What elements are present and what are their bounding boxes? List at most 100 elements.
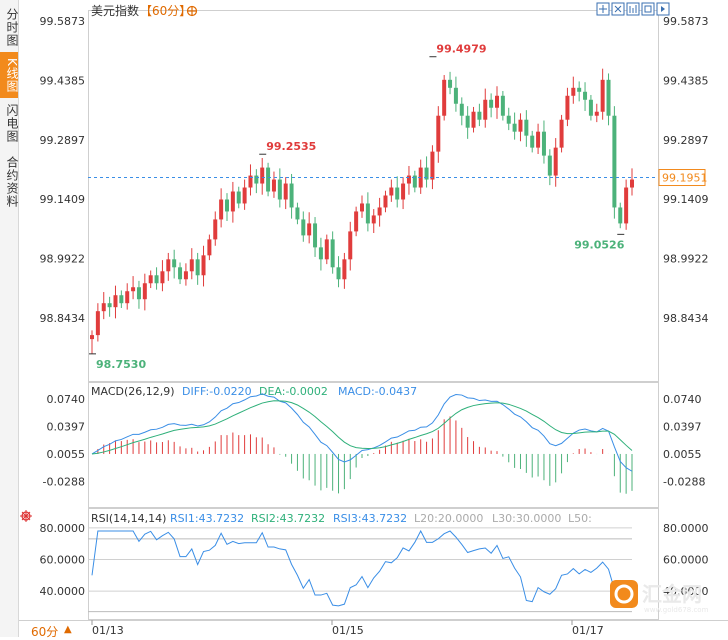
candle-body	[277, 179, 282, 200]
candle-body	[512, 123, 517, 132]
tab-contract-info[interactable]: 合约资料	[5, 156, 19, 208]
candle-body	[207, 239, 212, 256]
annotation-label: 99.2535	[266, 140, 316, 153]
period-label[interactable]: 【60分】	[140, 4, 191, 18]
tab-flash[interactable]: 闪电图	[5, 103, 19, 143]
macd-tick-left: -0.0288	[43, 476, 85, 489]
macd-tick-right: -0.0288	[663, 476, 705, 489]
macd-tick-right: 0.0055	[663, 448, 702, 461]
candle-body	[583, 91, 588, 100]
sidebar: 分时图 K线图 闪电图 合约资料	[0, 0, 19, 637]
tab-timeshare[interactable]: 分时图	[5, 7, 19, 47]
candle-body	[225, 199, 229, 212]
candle-body	[90, 335, 94, 340]
candle-body	[166, 259, 171, 272]
candle-body	[600, 79, 605, 112]
rsi-title: RSI(14,14,14)	[91, 512, 166, 525]
candle-body	[330, 239, 335, 268]
candle-body	[577, 87, 582, 92]
macd-diff-legend: DIFF:-0.0220	[182, 385, 252, 398]
candle-body	[442, 79, 447, 116]
caret-up-icon[interactable]: ▲	[64, 624, 72, 635]
next-icon[interactable]	[656, 2, 670, 16]
l50-legend: L50:	[568, 512, 592, 525]
tab-kline[interactable]: K线图	[0, 52, 19, 98]
rsi1-line	[91, 529, 633, 607]
candle-body	[436, 115, 441, 152]
candle-body	[266, 167, 271, 192]
candle-body	[172, 259, 177, 268]
candle-body	[313, 223, 318, 248]
rsi-tick-right: 60.0000	[663, 553, 709, 566]
macd-dea-legend: DEA:-0.0002	[259, 385, 328, 398]
candle-body	[489, 99, 494, 108]
rsi-tick-right: 40.0000	[663, 585, 709, 598]
candle-body	[406, 175, 411, 184]
macd-lines	[91, 393, 633, 472]
candle-body	[219, 199, 224, 220]
price-tick-right: 98.8434	[663, 312, 709, 325]
rsi-tick-right: 80.0000	[663, 522, 709, 535]
current-price-box	[658, 169, 706, 187]
macd-diff-line	[91, 393, 633, 472]
candle-body	[559, 119, 564, 148]
candle-body	[283, 183, 288, 200]
candle-body	[201, 255, 206, 276]
l30-legend: L30:30.0000	[492, 512, 561, 525]
price-tick-right: 98.9922	[663, 252, 709, 265]
chart-type-icon[interactable]	[626, 2, 640, 16]
candle-body	[113, 295, 118, 308]
macd-tick-left: 0.0055	[47, 448, 86, 461]
candle-body	[365, 203, 370, 224]
candle-body	[477, 111, 482, 120]
candle-body	[412, 175, 417, 188]
zoom-icon[interactable]	[611, 2, 625, 16]
current-price-line: 99.1951	[88, 169, 708, 187]
candle-body	[248, 175, 253, 188]
candle-body	[530, 135, 535, 148]
candle-body	[624, 187, 629, 224]
rsi-settings-icon[interactable]	[20, 510, 32, 522]
candle-body	[465, 115, 470, 128]
candle-body	[178, 267, 183, 280]
candle-body	[606, 79, 611, 116]
candle-body	[154, 275, 159, 284]
candle-body	[136, 287, 141, 300]
time-tick-label: 01/17	[572, 624, 604, 637]
bottom-period-label[interactable]: 60分	[31, 625, 59, 639]
candle-body	[588, 99, 593, 116]
macd-tick-right: 0.0740	[663, 393, 702, 406]
candle-body	[536, 131, 541, 148]
candle-body	[354, 211, 359, 232]
candle-body	[213, 219, 218, 240]
candle-body	[271, 179, 276, 192]
candle-body	[371, 215, 376, 224]
macd-title: MACD(26,12,9)	[91, 385, 175, 398]
annotation-label: 98.7530	[96, 358, 146, 371]
time-tick-label: 01/15	[332, 624, 364, 637]
candle-body	[594, 111, 599, 116]
fullscreen-icon[interactable]	[641, 2, 655, 16]
candle-body	[254, 175, 259, 184]
settings-icon[interactable]	[186, 5, 198, 17]
price-tick-right: 99.1409	[663, 193, 709, 206]
candle-body	[348, 231, 353, 260]
rsi2-legend: RSI2:43.7232	[251, 512, 325, 525]
macd-histogram	[97, 416, 633, 494]
candle-body	[547, 155, 552, 176]
candle-body	[518, 119, 523, 132]
candle-body	[471, 111, 476, 128]
price-tick-right: 99.5873	[663, 15, 709, 28]
pan-icon[interactable]	[596, 2, 610, 16]
macd-dea-line	[91, 400, 633, 455]
rsi-axis: 80.0000 80.0000 60.0000 60.0000 40.0000 40.00…	[40, 522, 709, 613]
candle-body	[342, 259, 347, 280]
candle-body	[571, 87, 576, 96]
rsi3-legend: RSI3:43.7232	[333, 512, 407, 525]
candle-body	[389, 187, 394, 196]
candle-body	[236, 191, 241, 204]
toolbar	[596, 2, 670, 16]
candle-body	[424, 167, 429, 180]
rsi1-legend: RSI1:43.7232	[170, 512, 244, 525]
